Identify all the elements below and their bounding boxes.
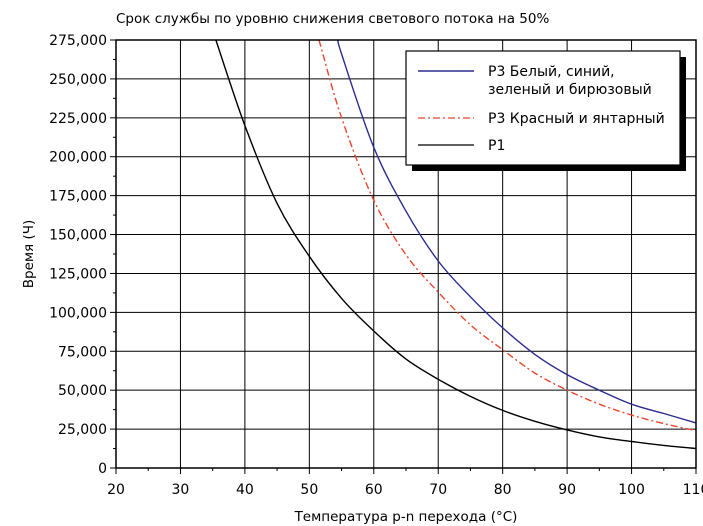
series-p3-white-blue-curve <box>337 39 697 424</box>
legend-label-p3-white-blue-line2: зеленый и бирюзовый <box>488 82 652 98</box>
x-tick-label: 80 <box>494 482 512 498</box>
y-tick-label: 150,000 <box>49 228 107 244</box>
x-tick-label: 60 <box>365 482 383 498</box>
y-tick-label: 125,000 <box>49 266 107 282</box>
y-tick-label: 200,000 <box>49 150 107 166</box>
x-tick-label: 30 <box>172 482 190 498</box>
series-group <box>215 39 697 450</box>
y-tick-label: 75,000 <box>58 344 107 360</box>
legend-label-p1: P1 <box>488 138 505 154</box>
y-tick-label: 25,000 <box>58 422 107 438</box>
grid <box>116 40 696 468</box>
y-tick-label: 275,000 <box>49 33 107 49</box>
y-tick-label: 225,000 <box>49 111 107 127</box>
legend-label-p3-white-blue-line1: P3 Белый, синий, <box>488 64 615 80</box>
y-tick-label: 0 <box>98 461 107 477</box>
y-tick-label: 250,000 <box>49 72 107 88</box>
x-tick-label: 50 <box>300 482 318 498</box>
y-tick-label: 50,000 <box>58 383 107 399</box>
y-axis: 0 25,000 50,000 75,000 100,000 125,000 150,000… <box>49 33 116 477</box>
x-tick-label: 110 <box>683 482 703 498</box>
x-tick-label: 90 <box>558 482 576 498</box>
chart-title: Срок службы по уровню снижения светового… <box>116 11 549 27</box>
legend: P3 Белый, синий, зеленый и бирюзовый P3 … <box>405 50 686 171</box>
y-tick-label: 175,000 <box>49 189 107 205</box>
x-tick-label: 20 <box>107 482 125 498</box>
x-axis-title: Температура p-n перехода (°C) <box>294 509 518 525</box>
series-p3-red-amber-curve <box>318 39 697 432</box>
legend-box <box>405 50 681 166</box>
x-tick-label: 40 <box>236 482 254 498</box>
series-p1-curve <box>215 39 697 450</box>
legend-label-p3-red-amber: P3 Красный и янтарный <box>488 111 665 127</box>
x-tick-label: 100 <box>618 482 645 498</box>
y-tick-label: 100,000 <box>49 305 107 321</box>
x-tick-label: 70 <box>429 482 447 498</box>
plot-frame <box>115 39 697 469</box>
x-axis: 20 30 40 50 60 70 80 90 100 110 <box>107 468 703 498</box>
y-axis-title: Время (Ч) <box>21 220 37 289</box>
